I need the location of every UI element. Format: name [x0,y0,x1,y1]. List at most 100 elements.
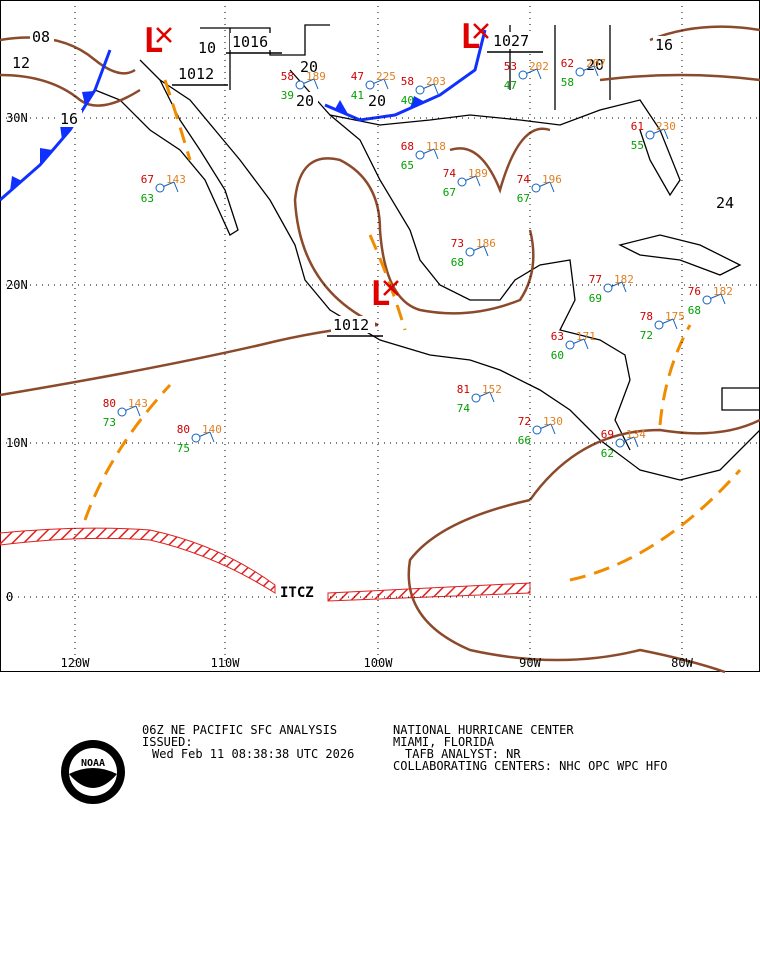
temperature: 81 [457,383,470,396]
dewpoint: 74 [457,402,471,415]
trough [163,79,192,161]
dewpoint: 73 [103,416,116,429]
pressure: 171 [576,330,596,343]
dewpoint: 72 [640,329,653,342]
wind-barb [383,78,389,90]
pacific-coast [159,79,760,481]
isobar [449,127,551,194]
pressure: 189 [306,70,326,83]
dewpoint: 62 [601,447,614,460]
isobar-label-bg [30,28,54,45]
logo-text: NOAA [81,758,105,769]
wind-barb [633,436,639,448]
station [191,433,201,443]
isobar-label-bg [714,194,738,211]
station [471,393,481,403]
temperature: 61 [631,120,644,133]
pressure: 143 [128,397,148,410]
wind-barb [536,68,542,80]
isobar-label-bg [230,33,274,50]
analyst: TAFB ANALYST: NR [405,747,521,761]
dewpoint: 75 [177,442,190,455]
temperature: 77 [589,273,602,286]
wind-barb [720,293,726,305]
wind-barb [173,181,179,193]
wind-barb [549,181,555,193]
temperature: 63 [551,330,564,343]
isobar-label: 20 [586,56,604,74]
pressure: 130 [543,415,563,428]
pip [10,176,22,191]
station [117,407,127,417]
isobar-label: 08 [32,28,50,46]
station [457,177,467,187]
station [155,183,165,193]
temperature: 47 [351,70,364,83]
wind-barb [621,281,627,293]
pressure: 196 [542,173,562,186]
dewpoint: 67 [517,192,530,205]
station [415,150,425,160]
borders [200,24,611,110]
isobar-label-bg [653,36,677,53]
isobar-label: 12 [12,54,30,72]
pressure: 182 [614,273,634,286]
low-center: L [370,274,390,314]
lat-label: 0 [6,590,13,604]
temperature: 72 [518,415,531,428]
isobar [528,418,760,501]
pressure: 175 [665,310,685,323]
pip [40,148,52,165]
dewpoint: 58 [561,76,574,89]
isobar [0,73,141,107]
station [365,80,375,90]
lat-label: 30N [6,111,28,125]
timestamp: Wed Feb 11 08:38:38 UTC 2026 [152,747,354,761]
isobar [599,73,760,82]
wind-barb [483,245,489,257]
gulf-coast [289,69,631,451]
dewpoint: 67 [443,186,456,199]
isobar-label: 1012 [333,316,369,334]
wind-barb [583,338,589,350]
temperature: 58 [401,75,414,88]
product: 06Z NE PACIFIC SFC ANALYSIS [142,723,337,737]
pressure: 134 [626,428,646,441]
pressure: 189 [468,167,488,180]
low-x [473,23,489,39]
isobar-label: 20 [296,92,314,110]
itcz-label: ITCZ [280,585,314,601]
pip [410,96,425,108]
isobar-label-bg [294,92,318,109]
wind-barb [209,431,215,443]
dewpoint: 68 [451,256,464,269]
pressure: 140 [202,423,222,436]
low-center: L [143,21,163,61]
trough [569,469,742,582]
wind-barb [663,128,669,140]
lon-label: 110W [211,656,241,670]
wind-barb [489,391,495,403]
isobar-label: 24 [716,194,734,212]
pressure: 152 [482,383,502,396]
isobar-label: 16 [655,36,673,54]
pressure: 143 [166,173,186,186]
wind-barb [135,405,141,417]
temperature: 67 [141,173,154,186]
wind-barb [433,148,439,160]
dewpoint: 69 [589,292,602,305]
isobar-label-bg [176,65,220,82]
location: MIAMI, FLORIDA [393,735,495,749]
lat-label: 20N [6,278,28,292]
collab: COLLABORATING CENTERS: NHC OPC WPC HFO [393,759,668,773]
station [654,320,664,330]
station [295,80,305,90]
lon-label: 90W [519,656,541,670]
station [615,438,625,448]
dewpoint: 41 [351,89,364,102]
dewpoint: 39 [281,89,294,102]
lon-label: 100W [364,656,394,670]
wind-barb [593,65,599,77]
trough [658,324,692,426]
